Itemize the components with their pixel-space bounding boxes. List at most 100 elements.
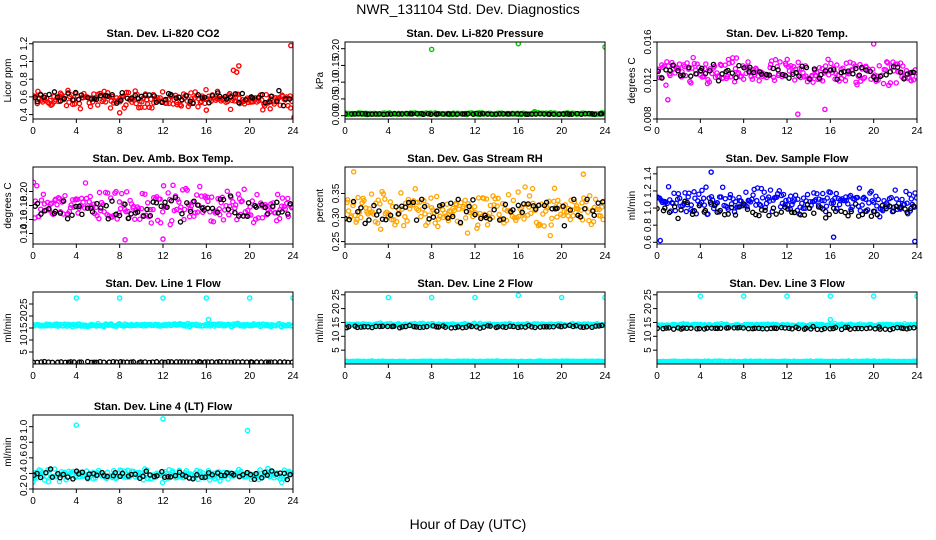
x-tick-label: 12: [469, 126, 481, 137]
data-point: [687, 73, 694, 79]
data-point: [666, 209, 673, 216]
data-point: [259, 201, 265, 208]
x-tick-label: 24: [287, 371, 299, 382]
data-point: [831, 67, 837, 73]
data-point: [279, 209, 285, 215]
data-point: [220, 217, 227, 223]
x-tick-label: 16: [825, 126, 837, 137]
data-point: [147, 206, 154, 213]
page-title: NWR_131104 Std. Dev. Diagnostics: [356, 1, 580, 17]
data-point: [495, 195, 501, 202]
data-point: [590, 208, 596, 214]
data-point: [540, 211, 546, 217]
data-point: [810, 79, 816, 85]
outlier-point: [291, 114, 293, 119]
data-point: [675, 215, 681, 222]
data-point: [194, 209, 201, 215]
data-point: [73, 203, 79, 210]
data-point: [591, 111, 598, 117]
data-point: [183, 359, 190, 364]
data-point: [34, 182, 40, 189]
data-point: [740, 76, 747, 82]
data-point: [691, 189, 697, 195]
data-point: [834, 205, 840, 212]
data-point: [847, 192, 854, 199]
data-point: [665, 184, 672, 190]
y-tick-label: 0.6: [19, 450, 30, 464]
data-point: [104, 469, 111, 475]
data-point: [94, 200, 100, 207]
data-point: [209, 359, 215, 364]
data-point: [62, 359, 69, 364]
data-point: [675, 190, 682, 197]
data-point: [190, 100, 196, 107]
data-point: [240, 472, 246, 478]
data-point: [426, 216, 432, 222]
data-point: [289, 359, 293, 364]
data-point: [722, 195, 729, 202]
data-point: [205, 198, 211, 205]
data-point: [856, 185, 863, 191]
data-point: [682, 72, 689, 79]
data-point: [420, 111, 426, 118]
data-point: [830, 200, 837, 206]
data-point: [214, 209, 221, 216]
data-point: [814, 326, 821, 333]
x-tick-label: 20: [244, 126, 256, 137]
data-point: [132, 92, 138, 99]
data-point: [880, 80, 887, 87]
data-point: [786, 75, 792, 81]
outlier-point: [160, 295, 166, 301]
data-point: [596, 323, 602, 329]
data-point: [597, 213, 604, 219]
data-point: [894, 64, 901, 70]
data-point: [410, 199, 417, 206]
data-point: [104, 93, 111, 99]
data-point: [209, 205, 216, 212]
data-point: [216, 359, 223, 364]
data-point: [88, 96, 95, 102]
data-point: [413, 324, 420, 330]
data-point: [274, 191, 281, 198]
data-point: [684, 199, 690, 206]
data-point: [52, 208, 59, 215]
data-point: [887, 69, 893, 75]
data-point: [663, 82, 669, 88]
data-point: [680, 72, 686, 78]
data-point: [233, 202, 239, 208]
outlier-point: [827, 316, 834, 323]
data-point: [770, 74, 777, 81]
data-point: [584, 196, 590, 203]
data-point: [904, 200, 910, 206]
data-point: [812, 72, 819, 79]
data-point: [430, 214, 437, 220]
data-point: [693, 71, 699, 77]
outlier-point: [288, 42, 293, 49]
data-point: [418, 213, 424, 220]
data-point: [225, 206, 232, 213]
data-point: [67, 204, 74, 211]
data-point: [688, 80, 694, 86]
data-point: [177, 359, 183, 364]
data-point: [913, 73, 917, 80]
data-point: [191, 198, 197, 204]
data-point: [873, 76, 879, 83]
data-point: [795, 325, 802, 332]
data-point: [461, 111, 468, 117]
chart-title: Stan. Dev. Li-820 CO2: [107, 28, 220, 40]
x-tick-label: 24: [911, 251, 923, 262]
data-point: [387, 212, 394, 219]
x-tick-label: 8: [429, 126, 435, 137]
x-tick-label: 12: [157, 126, 169, 137]
data-point: [870, 208, 877, 215]
data-point: [877, 326, 883, 332]
x-tick-label: 24: [599, 126, 611, 137]
y-tick-label: 10: [19, 334, 30, 346]
data-point: [194, 192, 200, 198]
x-tick-label: 8: [741, 251, 747, 262]
data-point: [289, 322, 293, 329]
data-point: [842, 324, 849, 331]
data-point: [46, 205, 52, 212]
data-point: [55, 470, 61, 477]
data-point: [261, 103, 268, 109]
